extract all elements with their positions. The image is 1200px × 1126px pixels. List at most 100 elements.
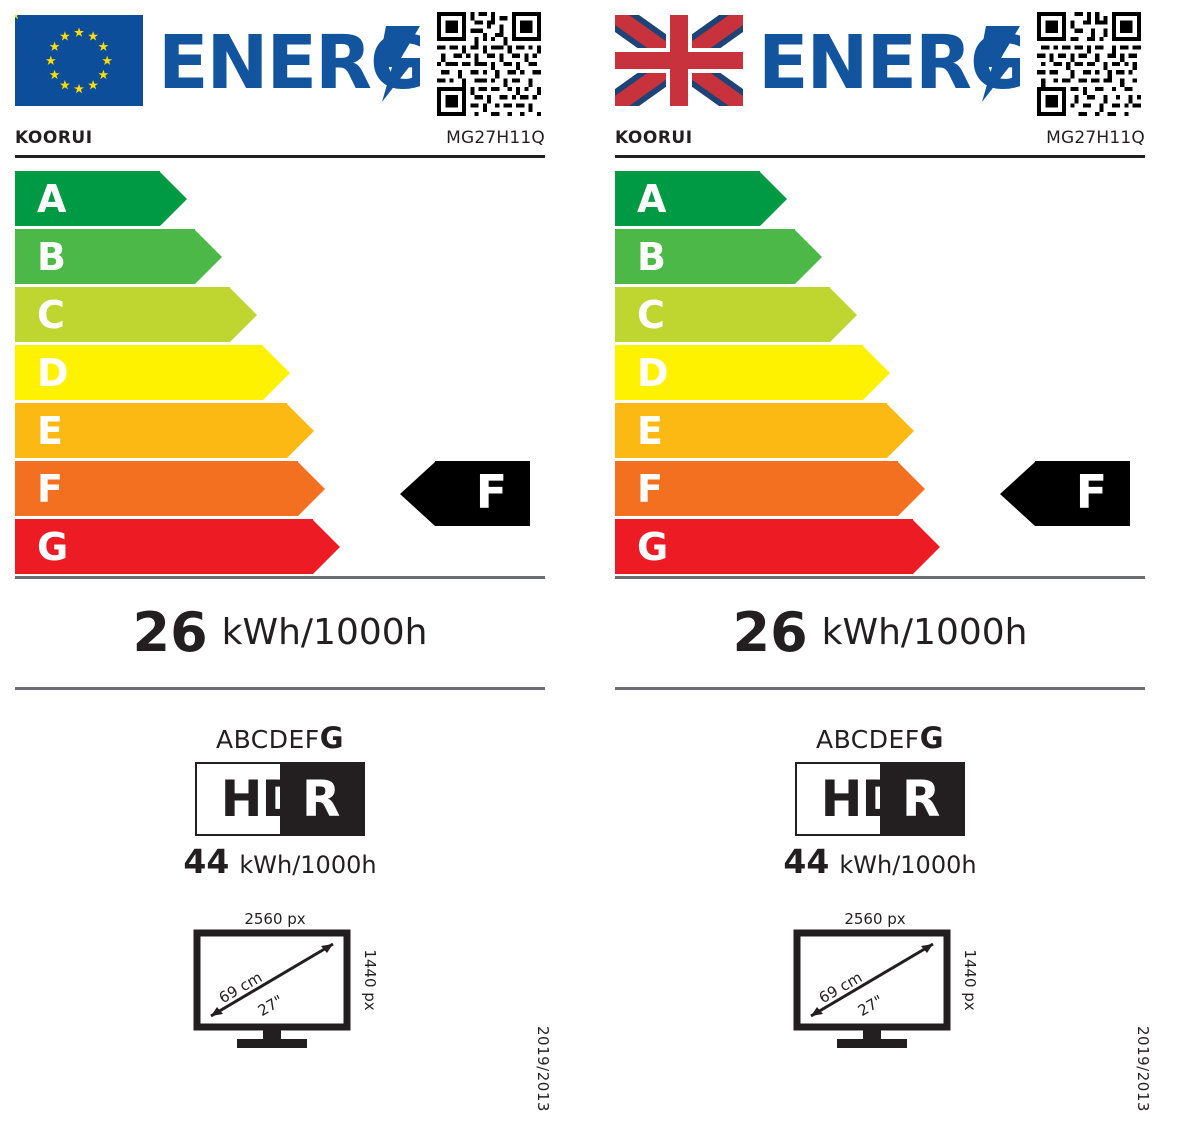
model-identifier: MG27H11Q	[1046, 127, 1145, 148]
class-bar-e: E	[0, 403, 560, 458]
rating-arrow-tip	[400, 461, 435, 526]
energ-wordmark: ENERG	[758, 22, 1020, 104]
divider-above-consumption	[615, 576, 1145, 579]
hdr-badge-text: HD R	[197, 764, 363, 834]
hdr-badge: HD R	[795, 762, 965, 836]
regulation-number-eu: 2019/2013	[534, 1026, 552, 1112]
consumption-unit: kWh/1000h	[221, 612, 428, 653]
class-bar-g: G	[600, 519, 1160, 574]
energy-label-eu: ENERG	[0, 0, 560, 1126]
hdr-class-scale-dim: ABCDEF	[815, 725, 920, 754]
qr-code-icon[interactable]	[437, 12, 541, 116]
hdr-badge-text: HD R	[797, 764, 963, 834]
hdr-consumption-unit: kWh/1000h	[239, 851, 377, 879]
hdr-badge-right-half	[280, 764, 363, 834]
hdr-section-eu: ABCDEFG HD R 44 kWh/1000h	[0, 724, 560, 879]
energy-consumption-uk: 26 kWh/1000h	[600, 579, 1160, 687]
screen-diagram-uk: 2560 px 69 cm 27" 1440 px	[600, 906, 1160, 1056]
screen-height-px: 1440 px	[361, 949, 379, 1010]
regulation-number-uk: 2019/2013	[1134, 1026, 1152, 1112]
class-letter-d: D	[37, 350, 69, 395]
divider-below-consumption	[15, 687, 545, 690]
class-bar-d: D	[0, 345, 560, 400]
label-header-eu: ENERG	[0, 0, 560, 120]
energ-text: ENERG	[158, 22, 420, 104]
consumption-value: 26	[732, 601, 808, 664]
screen-diagram-eu: 2560 px 69 cm 27" 1440 px	[0, 906, 560, 1056]
energ-text: ENERG	[758, 22, 1020, 104]
rating-letter: F	[1075, 465, 1108, 519]
class-bar-b: B	[0, 229, 560, 284]
class-bar-f: F F	[0, 461, 560, 526]
hdr-consumption-eu: 44 kWh/1000h	[183, 845, 376, 878]
screen-height-px: 1440 px	[961, 949, 979, 1010]
hdr-consumption-value: 44	[783, 842, 830, 881]
hdr-consumption-value: 44	[183, 842, 230, 881]
hdr-class-scale: ABCDEFG	[816, 724, 944, 753]
hdr-badge-text-right: R	[901, 770, 941, 828]
rating-arrow-tip	[1000, 461, 1035, 526]
hdr-class-value: G	[919, 721, 944, 755]
supplier-brand: KOORUI	[15, 127, 93, 148]
class-bar-c: C	[600, 287, 1160, 342]
lightning-bolt-icon	[378, 26, 420, 102]
energy-class-scale-uk: A B C	[600, 171, 1160, 576]
class-bar-a: A	[0, 171, 560, 226]
hdr-badge-left-half	[797, 764, 880, 834]
class-bar-e: E	[600, 403, 1160, 458]
class-letter-e: E	[637, 408, 663, 453]
monitor-diagram-icon: 2560 px 69 cm 27" 1440 px	[793, 910, 979, 1048]
class-bar-d: D	[600, 345, 1160, 400]
hdr-badge-right-half	[880, 764, 963, 834]
consumption-value: 26	[132, 601, 208, 664]
class-letter-d: D	[637, 350, 669, 395]
screen-diagonal-cm: 69 cm	[816, 968, 865, 1007]
rating-arrow-body: F	[435, 461, 530, 526]
brand-model-row-uk: KOORUI MG27H11Q	[615, 120, 1145, 158]
class-letter-c: C	[37, 292, 65, 337]
class-bar-b: B	[600, 229, 1160, 284]
energy-rating-arrow-uk: F	[1000, 461, 1130, 526]
class-bar-f: F F	[600, 461, 1160, 526]
hdr-badge-text-left: HD	[820, 770, 903, 828]
hdr-class-value: G	[319, 721, 344, 755]
class-letter-g: G	[37, 524, 69, 569]
screen-diagonal-inch: 27"	[855, 991, 887, 1020]
hdr-class-scale: ABCDEFG	[216, 724, 344, 753]
energy-rating-arrow-eu: F	[400, 461, 530, 526]
qr-code-icon[interactable]	[1037, 12, 1141, 116]
class-bar-a: A	[600, 171, 1160, 226]
lightning-bolt-icon	[978, 26, 1020, 102]
class-bar-c: C	[0, 287, 560, 342]
class-letter-c: C	[637, 292, 665, 337]
class-letter-f: F	[37, 466, 63, 511]
screen-width-px: 2560 px	[244, 910, 305, 928]
hdr-badge: HD R	[195, 762, 365, 836]
energy-label-uk: ENERG	[600, 0, 1160, 1126]
hdr-consumption-unit: kWh/1000h	[839, 851, 977, 879]
energy-consumption-eu: 26 kWh/1000h	[0, 579, 560, 687]
rating-arrow-body: F	[1035, 461, 1130, 526]
supplier-brand: KOORUI	[615, 127, 693, 148]
hdr-badge-text-left: HD	[220, 770, 303, 828]
screen-width-px: 2560 px	[844, 910, 905, 928]
hdr-badge-text-right: R	[301, 770, 341, 828]
hdr-badge-left-half	[197, 764, 280, 834]
label-header-uk: ENERG	[600, 0, 1160, 120]
hdr-consumption-uk: 44 kWh/1000h	[783, 845, 976, 878]
class-letter-b: B	[37, 234, 66, 279]
hdr-section-uk: ABCDEFG HD R 44 kWh/1000h	[600, 724, 1160, 879]
consumption-unit: kWh/1000h	[821, 612, 1028, 653]
energ-wordmark: ENERG	[158, 22, 420, 104]
energy-class-scale-eu: A B C	[0, 171, 560, 576]
brand-model-row-eu: KOORUI MG27H11Q	[15, 120, 545, 158]
divider-above-consumption	[15, 576, 545, 579]
eu-flag-icon	[15, 15, 143, 106]
class-letter-b: B	[637, 234, 666, 279]
class-bar-g: G	[0, 519, 560, 574]
uk-flag-icon	[615, 15, 743, 106]
class-letter-g: G	[637, 524, 669, 569]
monitor-diagram-icon: 2560 px 69 cm 27" 1440 px	[193, 910, 379, 1048]
class-letter-e: E	[37, 408, 63, 453]
